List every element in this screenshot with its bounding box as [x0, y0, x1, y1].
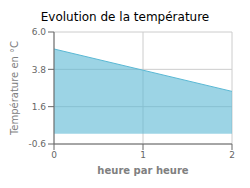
- svg-text:Température en °C: Température en °C: [9, 41, 20, 136]
- svg-text:-0.6: -0.6: [28, 139, 46, 149]
- svg-text:1: 1: [140, 150, 146, 160]
- html-text:Evolution de la température: Evolution de la température: [40, 10, 210, 24]
- svg-text:6.0: 6.0: [32, 27, 47, 37]
- svg-text:heure par heure: heure par heure: [97, 165, 188, 176]
- svg-text:1.6: 1.6: [32, 102, 47, 112]
- svg-text:0: 0: [51, 150, 57, 160]
- svg-text:2: 2: [229, 150, 235, 160]
- svg-text:3.8: 3.8: [32, 65, 47, 75]
